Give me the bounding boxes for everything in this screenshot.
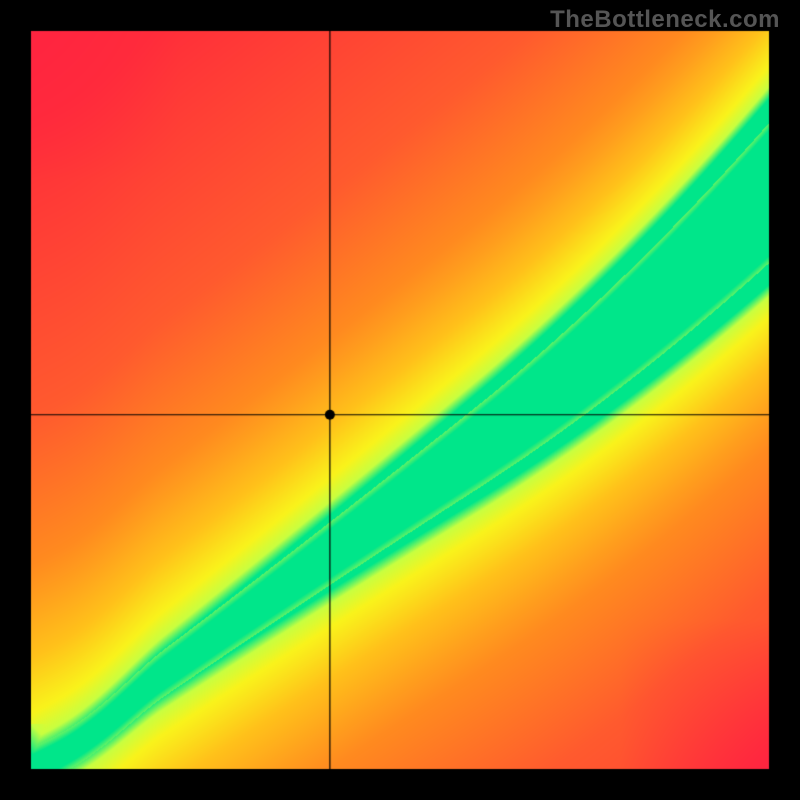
watermark-text: TheBottleneck.com bbox=[550, 6, 780, 34]
heatmap-canvas bbox=[0, 0, 800, 800]
chart-container: TheBottleneck.com bbox=[0, 0, 800, 800]
